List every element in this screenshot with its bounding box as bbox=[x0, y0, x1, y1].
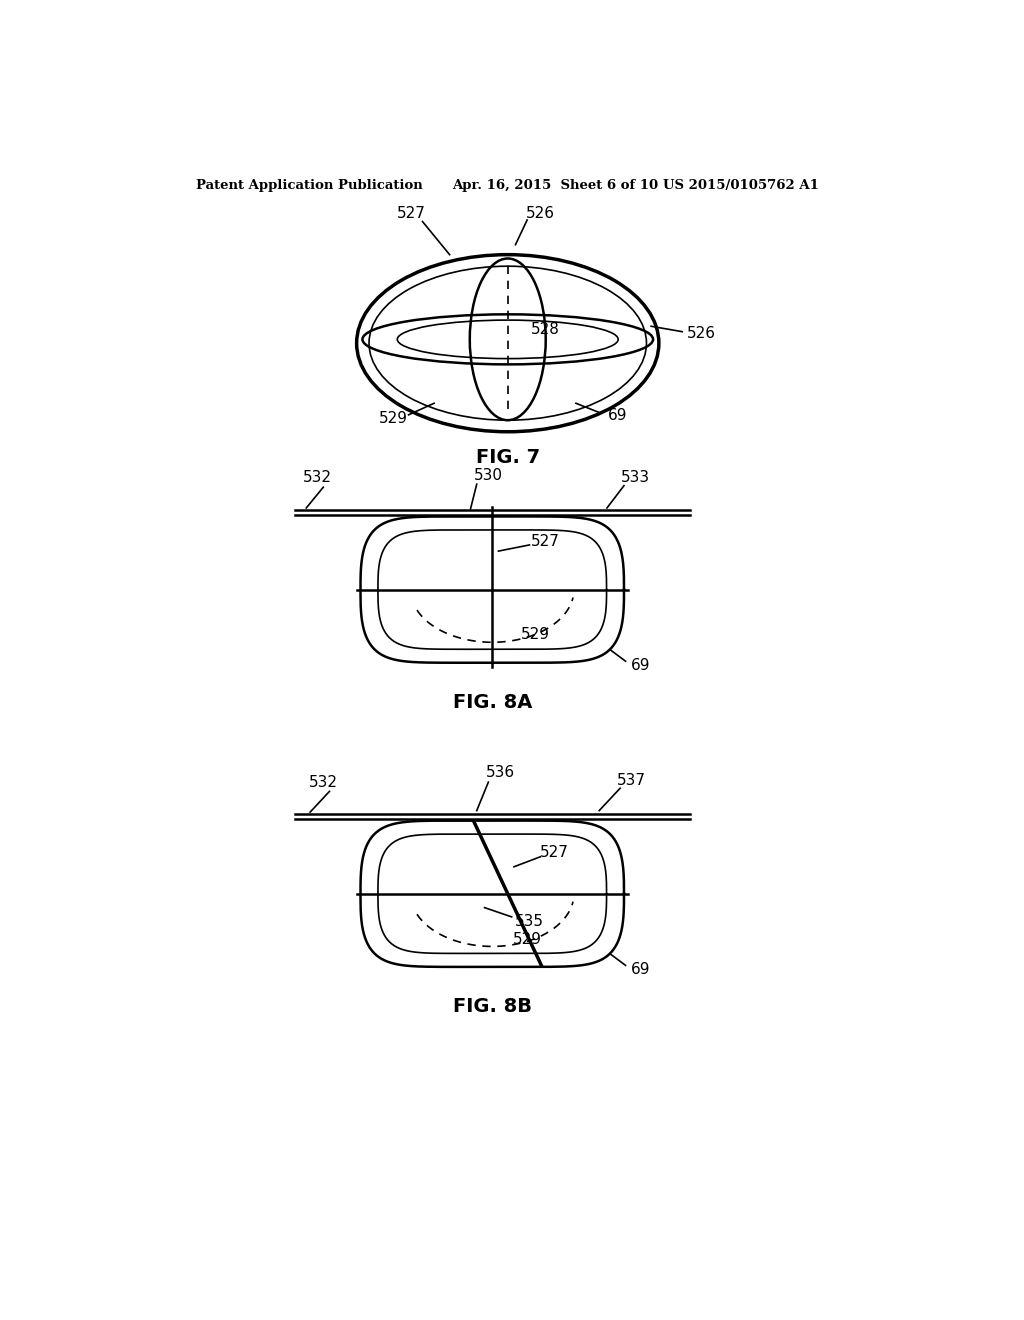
Text: Patent Application Publication: Patent Application Publication bbox=[197, 178, 423, 191]
Text: 69: 69 bbox=[632, 657, 651, 673]
Text: Apr. 16, 2015  Sheet 6 of 10: Apr. 16, 2015 Sheet 6 of 10 bbox=[452, 178, 658, 191]
Text: 530: 530 bbox=[474, 469, 503, 483]
Text: 532: 532 bbox=[309, 775, 338, 789]
Text: 527: 527 bbox=[530, 535, 559, 549]
Text: 528: 528 bbox=[530, 322, 559, 337]
Text: 536: 536 bbox=[485, 766, 515, 780]
Text: 527: 527 bbox=[540, 845, 568, 859]
Text: FIG. 7: FIG. 7 bbox=[476, 447, 540, 467]
Text: US 2015/0105762 A1: US 2015/0105762 A1 bbox=[663, 178, 818, 191]
Text: 535: 535 bbox=[515, 913, 544, 929]
Text: 533: 533 bbox=[622, 470, 650, 486]
Text: FIG. 8A: FIG. 8A bbox=[453, 693, 531, 713]
Text: FIG. 8B: FIG. 8B bbox=[453, 998, 531, 1016]
Text: 527: 527 bbox=[396, 206, 425, 222]
Text: 526: 526 bbox=[687, 326, 716, 341]
Text: 537: 537 bbox=[617, 774, 646, 788]
Text: 529: 529 bbox=[520, 627, 549, 642]
Text: 69: 69 bbox=[632, 962, 651, 977]
Text: 529: 529 bbox=[513, 932, 542, 948]
Text: 69: 69 bbox=[608, 408, 628, 424]
Text: 526: 526 bbox=[525, 206, 555, 222]
Text: 529: 529 bbox=[379, 411, 408, 426]
Text: 532: 532 bbox=[303, 470, 333, 486]
